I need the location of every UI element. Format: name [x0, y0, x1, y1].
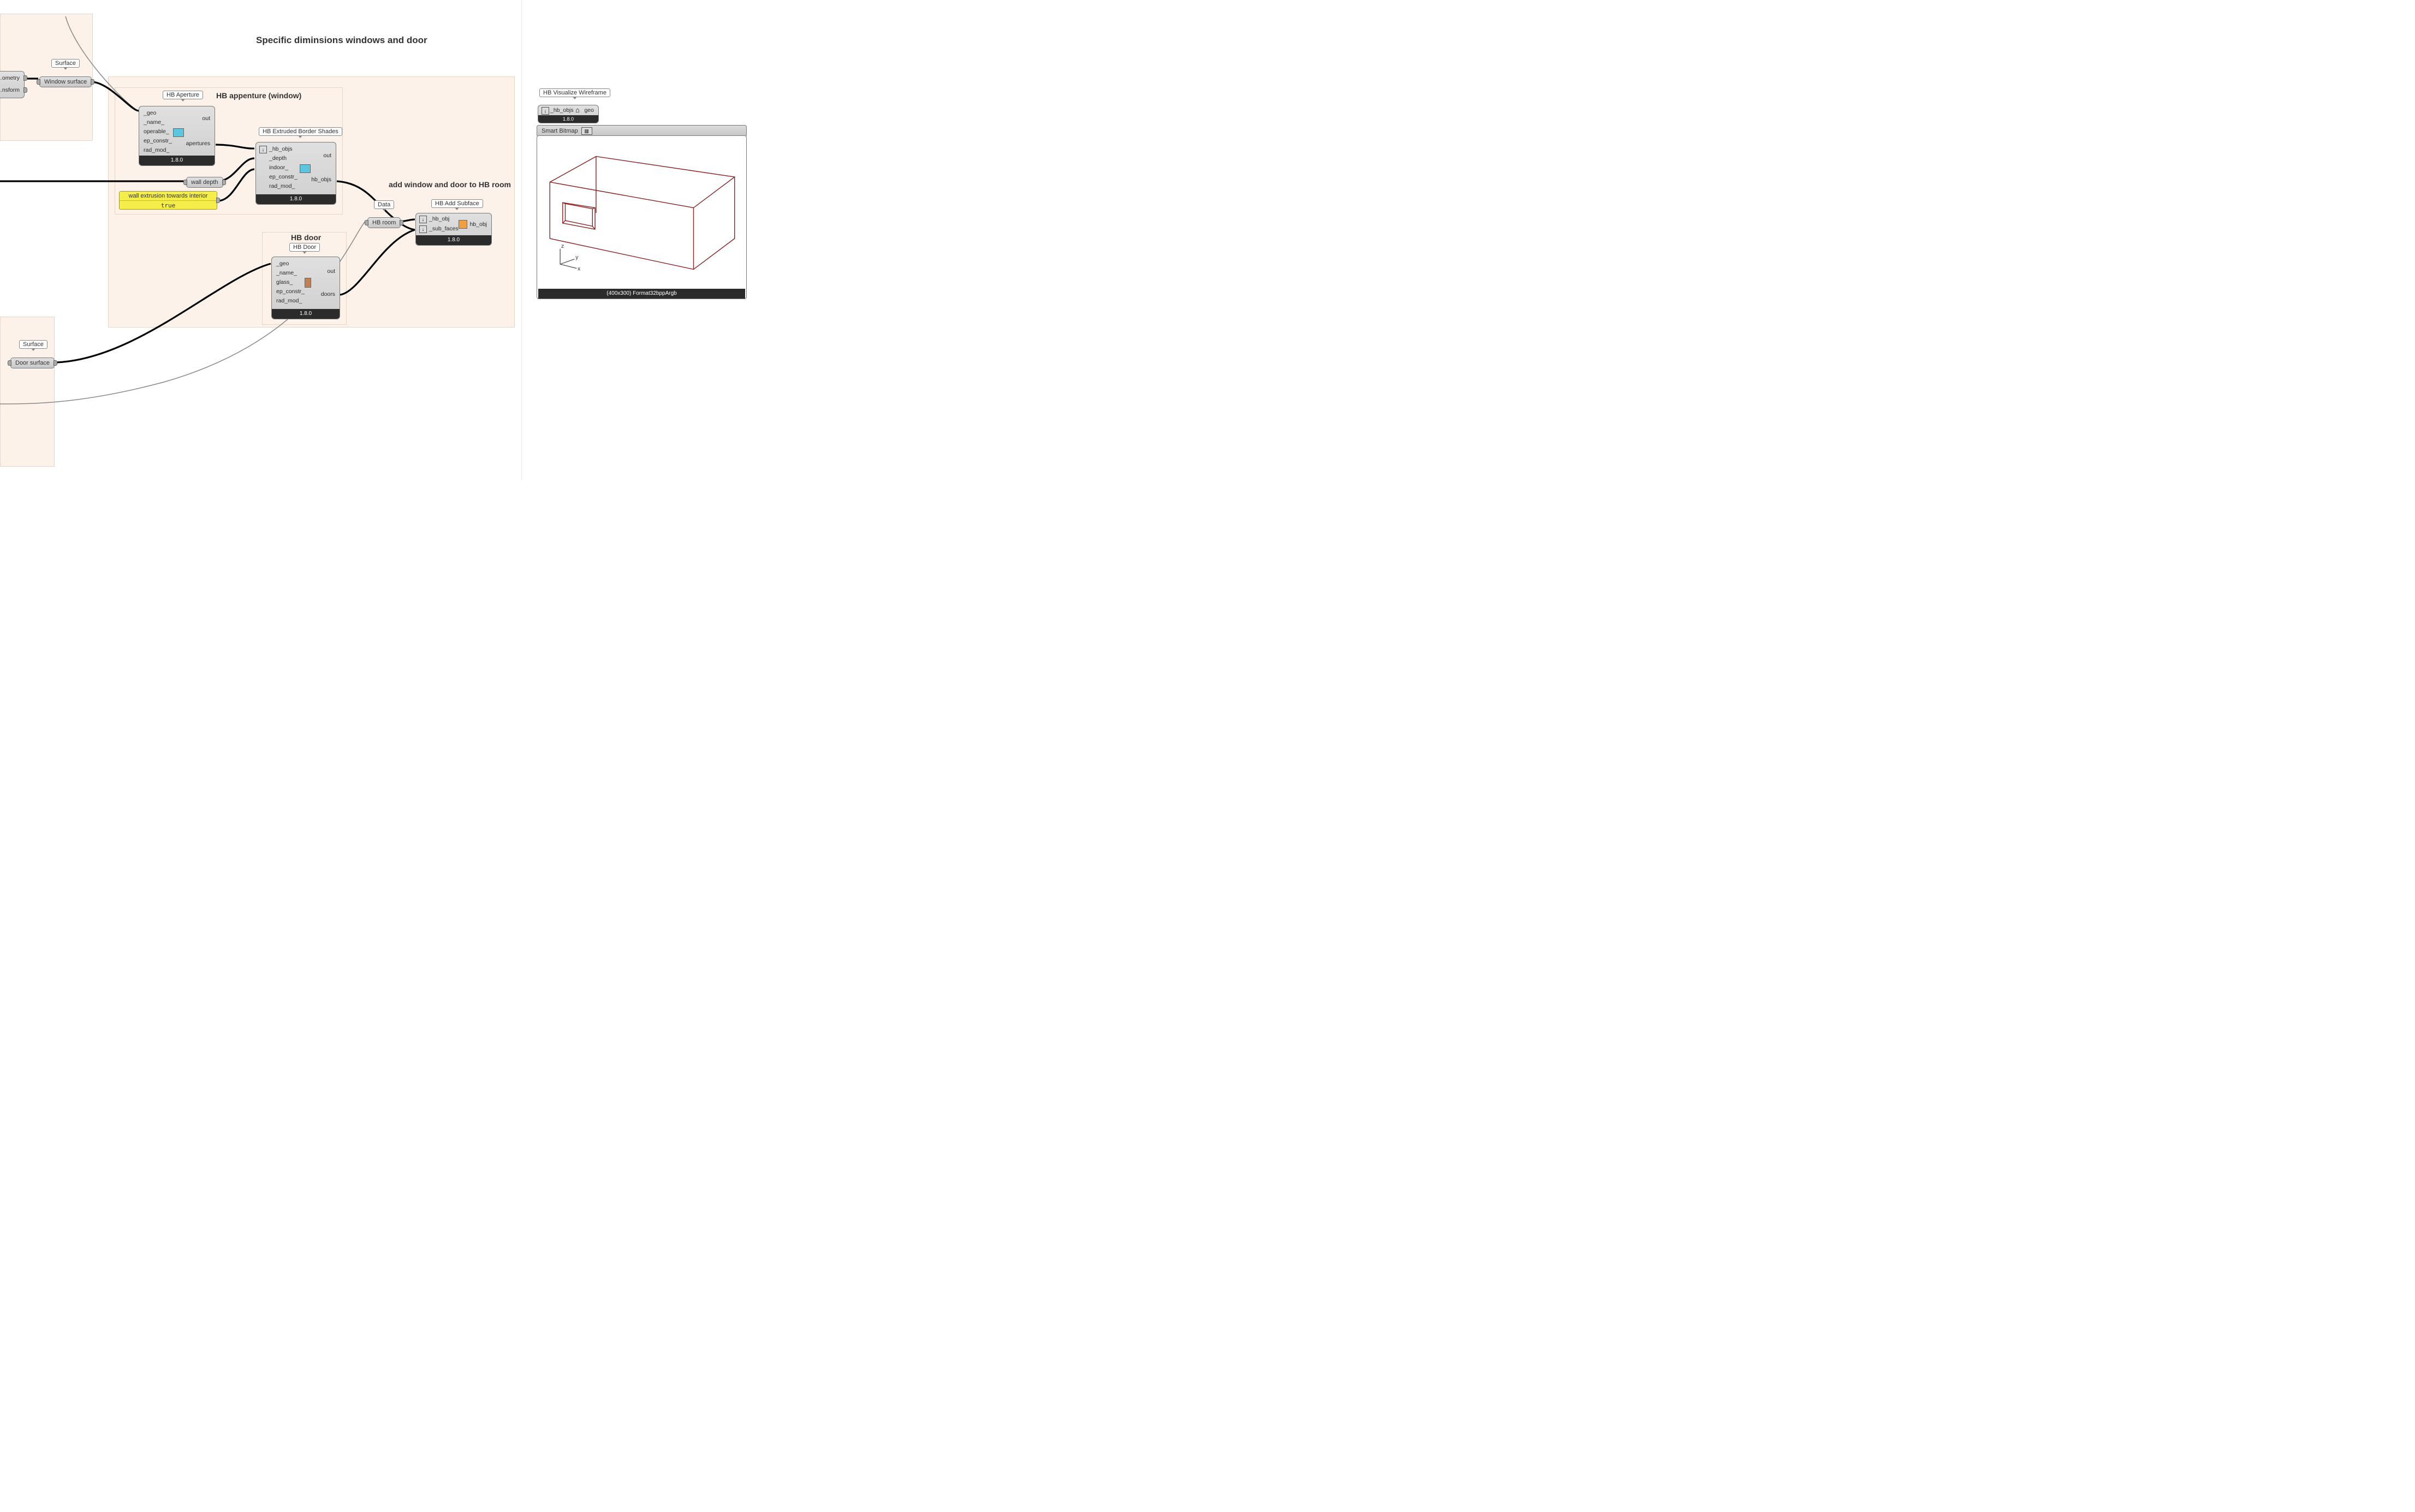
component-hb-aperture[interactable]: _geo _name_ operable_ ep_constr_ rad_mod…	[139, 106, 215, 166]
partial-out-geometry[interactable]: …ometry	[0, 75, 20, 81]
output-hb-obj[interactable]: hb_obj	[469, 221, 487, 228]
input-geo[interactable]: _geo	[276, 260, 289, 267]
component-hb-viz-wireframe[interactable]: ↓ _hb_objs geo ⌂ 1.8.0	[538, 105, 599, 123]
relay-window-surface[interactable]: Window surface	[39, 76, 92, 87]
relay-door-surface[interactable]: Door surface	[10, 358, 55, 368]
version-footer: 1.8.0	[416, 235, 491, 245]
input-depth[interactable]: _depth	[269, 155, 287, 162]
update-button[interactable]: ↓	[259, 146, 267, 153]
version-footer: 1.8.0	[272, 309, 340, 319]
component-hb-add-subface[interactable]: ↓ ↓ _hb_obj _sub_faces hb_obj 1.8.0	[415, 213, 492, 246]
input-indoor[interactable]: indoor_	[269, 164, 288, 171]
aperture-icon	[173, 128, 184, 137]
input-operable[interactable]: operable_	[144, 128, 169, 135]
relay-wall-depth[interactable]: wall depth	[186, 177, 223, 188]
input-geo[interactable]: _geo	[144, 110, 156, 116]
component-body: ↓ _hb_objs geo ⌂	[538, 105, 598, 115]
door-icon	[305, 278, 311, 288]
input-ep-constr[interactable]: ep_constr_	[276, 288, 305, 295]
output-out[interactable]: out	[327, 268, 335, 275]
output-apertures[interactable]: apertures	[186, 140, 210, 147]
version-footer: 1.8.0	[538, 115, 598, 123]
input-rad-mod[interactable]: rad_mod_	[276, 297, 302, 304]
input-hb-objs[interactable]: _hb_objs	[269, 146, 293, 152]
smart-bitmap-label: Smart Bitmap	[542, 128, 578, 134]
svg-text:y: y	[575, 255, 579, 261]
bitmap-options-button[interactable]: ▦	[581, 127, 592, 135]
input-name[interactable]: _name_	[276, 270, 297, 276]
input-ep-constr[interactable]: ep_constr_	[144, 138, 172, 144]
relay-hb-room-label: HB room	[372, 219, 396, 226]
partial-component[interactable]: …ometry …nsform	[0, 71, 25, 98]
guide-line	[521, 0, 522, 480]
panel-value: true	[120, 201, 217, 210]
wireframe-preview: z y x	[537, 136, 747, 290]
tag-viz-wireframe: HB Visualize Wireframe	[539, 88, 610, 97]
output-out[interactable]: out	[323, 152, 331, 159]
extruded-icon	[300, 164, 311, 173]
tag-aperture: HB Aperture	[163, 91, 203, 99]
input-ep-constr[interactable]: ep_constr_	[269, 174, 298, 180]
input-rad-mod[interactable]: rad_mod_	[269, 183, 295, 189]
component-body: _geo _name_ operable_ ep_constr_ rad_mod…	[139, 106, 215, 156]
output-doors[interactable]: doors	[321, 291, 335, 297]
component-body: ↓ _hb_objs _depth indoor_ ep_constr_ rad…	[256, 142, 336, 194]
update-button[interactable]: ↓	[542, 107, 549, 115]
component-hb-extruded[interactable]: ↓ _hb_objs _depth indoor_ ep_constr_ rad…	[255, 142, 336, 205]
input-rad-mod[interactable]: rad_mod_	[144, 147, 169, 153]
bitmap-footer: (400x300) Format32bppArgb	[538, 289, 745, 299]
addsub-icon	[459, 220, 467, 229]
input-glass[interactable]: glass_	[276, 279, 293, 285]
tag-extruded: HB Extruded Border Shades	[259, 127, 342, 136]
tag-add-subface: HB Add Subface	[431, 199, 483, 208]
panel-title: wall extrusion towards interior	[120, 192, 217, 201]
output-out[interactable]: out	[202, 115, 210, 122]
component-body: ↓ ↓ _hb_obj _sub_faces hb_obj	[416, 213, 491, 235]
output-geo[interactable]: geo	[584, 107, 594, 114]
relay-hb-room[interactable]: HB room	[367, 217, 401, 228]
input-sub-faces[interactable]: _sub_faces	[429, 225, 459, 232]
relay-wall-depth-label: wall depth	[191, 179, 218, 186]
title-add-group: add window and door to HB room	[389, 180, 511, 189]
smart-bitmap-viewport[interactable]: z y x (400x300) Format32bppArgb	[537, 135, 747, 299]
group-left-bot	[0, 317, 55, 467]
update-button-1[interactable]: ↓	[419, 216, 427, 223]
update-button-2[interactable]: ↓	[419, 225, 427, 233]
title-inner-door: HB door	[291, 233, 321, 242]
panel-wall-extrusion[interactable]: wall extrusion towards interior true	[119, 191, 217, 210]
tag-surface-2: Surface	[19, 340, 47, 349]
relay-window-surface-label: Window surface	[44, 79, 87, 85]
partial-out-transform[interactable]: …nsform	[0, 87, 20, 93]
version-footer: 1.8.0	[139, 156, 215, 165]
title-inner-aperture: HB appenture (window)	[216, 91, 301, 100]
svg-text:x: x	[578, 266, 581, 272]
relay-door-surface-label: Door surface	[15, 360, 50, 366]
component-body: _geo _name_ glass_ ep_constr_ rad_mod_ o…	[272, 257, 340, 309]
input-name[interactable]: _name_	[144, 119, 164, 126]
tag-data: Data	[374, 200, 394, 209]
house-icon: ⌂	[575, 106, 580, 114]
version-footer: 1.8.0	[256, 194, 336, 204]
title-main: Specific diminsions windows and door	[256, 35, 427, 46]
svg-text:z: z	[561, 243, 564, 249]
output-hb-objs[interactable]: hb_objs	[311, 176, 331, 183]
tag-door: HB Door	[289, 243, 320, 252]
input-hb-obj[interactable]: _hb_obj	[429, 216, 449, 222]
component-hb-door[interactable]: _geo _name_ glass_ ep_constr_ rad_mod_ o…	[271, 257, 340, 319]
input-hb-objs[interactable]: _hb_objs	[550, 107, 574, 114]
tag-surface-1: Surface	[51, 59, 80, 68]
